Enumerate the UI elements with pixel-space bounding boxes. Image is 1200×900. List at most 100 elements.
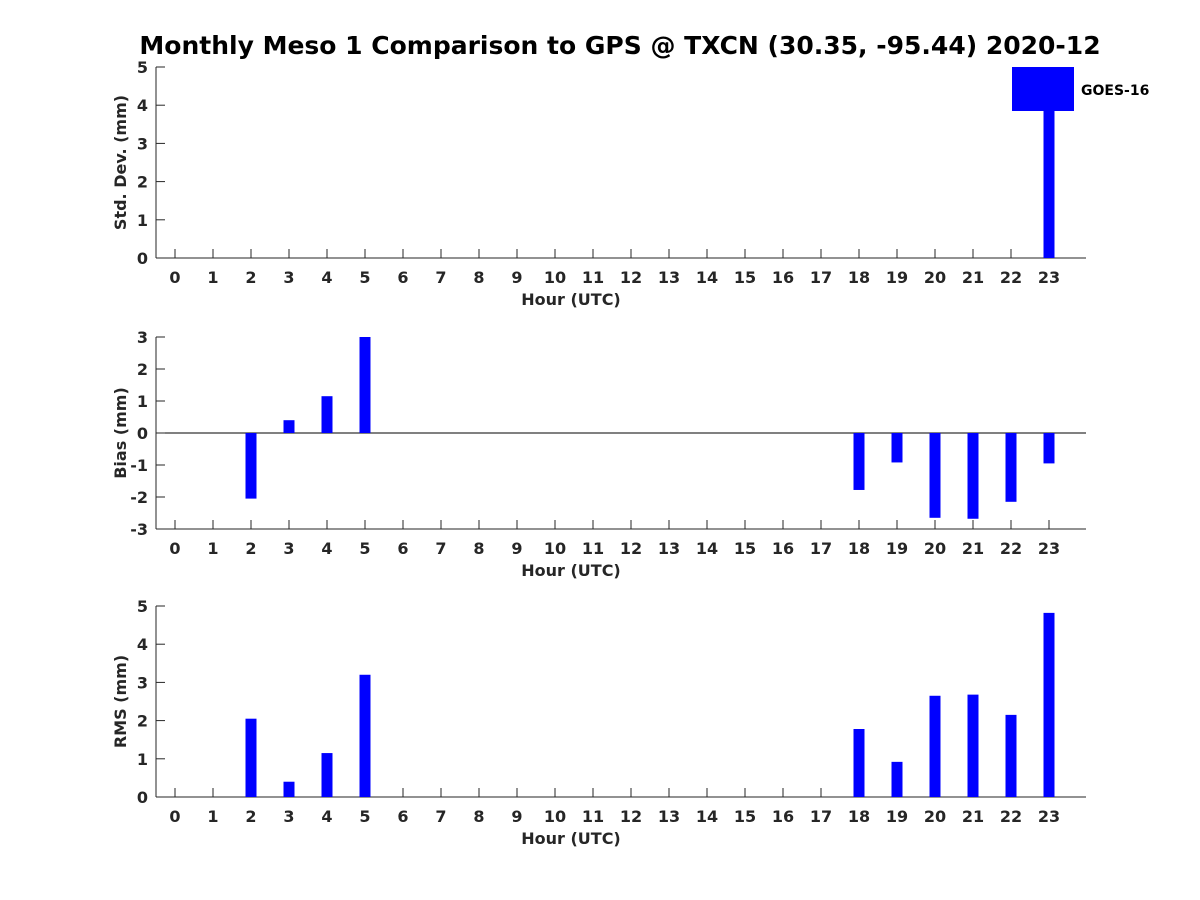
bar: [967, 433, 979, 519]
x-tick-label: 11: [582, 539, 604, 558]
y-tick-label: 3: [137, 134, 148, 153]
bar: [929, 695, 941, 797]
x-tick-label: 9: [511, 539, 522, 558]
y-tick-label: 3: [137, 673, 148, 692]
x-tick-label: 15: [734, 268, 756, 287]
x-tick-label: 21: [962, 807, 984, 826]
x-tick-label: 14: [696, 807, 718, 826]
x-tick-label: 2: [245, 268, 256, 287]
y-tick-label: 0: [137, 788, 148, 807]
x-tick-label: 6: [397, 268, 408, 287]
x-tick-label: 6: [397, 539, 408, 558]
y-tick-label: 1: [137, 392, 148, 411]
x-tick-label: 2: [245, 539, 256, 558]
bar: [283, 781, 295, 797]
x-tick-label: 10: [544, 268, 566, 287]
x-tick-label: 12: [620, 268, 642, 287]
x-tick-label: 10: [544, 807, 566, 826]
bar: [891, 761, 903, 797]
x-tick-label: 19: [886, 539, 908, 558]
x-tick-label: 16: [772, 807, 794, 826]
x-tick-label: 16: [772, 539, 794, 558]
x-tick-label: 22: [1000, 807, 1022, 826]
y-tick-label: 3: [137, 328, 148, 347]
x-tick-label: 7: [435, 268, 446, 287]
y-axis-label: Std. Dev. (mm): [111, 95, 130, 230]
y-tick-label: 1: [137, 211, 148, 230]
bar: [359, 674, 371, 797]
x-tick-label: 13: [658, 807, 680, 826]
y-tick-label: 4: [137, 96, 148, 115]
x-tick-label: 13: [658, 539, 680, 558]
x-tick-label: 14: [696, 539, 718, 558]
bar: [853, 729, 865, 797]
x-tick-label: 20: [924, 807, 946, 826]
x-tick-label: 17: [810, 807, 832, 826]
bar: [359, 337, 371, 433]
x-tick-label: 22: [1000, 268, 1022, 287]
x-axis-label: Hour (UTC): [521, 290, 621, 309]
bar: [321, 753, 333, 797]
x-tick-label: 8: [473, 268, 484, 287]
y-tick-label: 2: [137, 712, 148, 731]
x-tick-label: 3: [283, 539, 294, 558]
x-tick-label: 9: [511, 268, 522, 287]
x-tick-label: 23: [1038, 539, 1060, 558]
x-tick-label: 1: [207, 807, 218, 826]
x-axis-label: Hour (UTC): [521, 561, 621, 580]
x-tick-label: 12: [620, 807, 642, 826]
x-tick-label: 20: [924, 268, 946, 287]
x-tick-label: 22: [1000, 539, 1022, 558]
x-tick-label: 4: [321, 268, 332, 287]
x-tick-label: 21: [962, 268, 984, 287]
x-tick-label: 11: [582, 268, 604, 287]
x-tick-label: 12: [620, 539, 642, 558]
x-tick-label: 20: [924, 539, 946, 558]
y-tick-label: 0: [137, 249, 148, 268]
y-tick-label: 0: [137, 424, 148, 443]
x-tick-label: 6: [397, 807, 408, 826]
bar: [283, 420, 295, 433]
x-tick-label: 18: [848, 539, 870, 558]
bar: [321, 396, 333, 433]
legend: GOES-16: [1012, 67, 1149, 111]
x-tick-label: 7: [435, 539, 446, 558]
x-tick-label: 19: [886, 268, 908, 287]
x-tick-label: 17: [810, 268, 832, 287]
x-tick-label: 4: [321, 807, 332, 826]
y-tick-label: 1: [137, 750, 148, 769]
x-tick-label: 0: [169, 539, 180, 558]
bar: [967, 694, 979, 797]
x-tick-label: 4: [321, 539, 332, 558]
bar: [1005, 433, 1017, 502]
bar: [1043, 433, 1055, 464]
x-tick-label: 16: [772, 268, 794, 287]
x-tick-label: 8: [473, 539, 484, 558]
chart-title: Monthly Meso 1 Comparison to GPS @ TXCN …: [139, 31, 1100, 60]
x-tick-label: 0: [169, 807, 180, 826]
y-tick-label: -2: [130, 488, 148, 507]
x-tick-label: 21: [962, 539, 984, 558]
y-tick-label: 5: [137, 58, 148, 77]
legend-label: GOES-16: [1081, 83, 1149, 99]
x-tick-label: 18: [848, 807, 870, 826]
x-tick-label: 1: [207, 268, 218, 287]
x-tick-label: 5: [359, 539, 370, 558]
x-tick-label: 19: [886, 807, 908, 826]
y-axis-label: RMS (mm): [111, 655, 130, 748]
bar: [1043, 612, 1055, 797]
x-tick-label: 13: [658, 268, 680, 287]
y-tick-label: -1: [130, 456, 148, 475]
x-tick-label: 7: [435, 807, 446, 826]
x-tick-label: 23: [1038, 268, 1060, 287]
x-tick-label: 17: [810, 539, 832, 558]
x-tick-label: 14: [696, 268, 718, 287]
x-tick-label: 10: [544, 539, 566, 558]
bar: [1043, 74, 1055, 258]
x-tick-label: 23: [1038, 807, 1060, 826]
y-tick-label: 5: [137, 597, 148, 616]
bar: [891, 433, 903, 463]
